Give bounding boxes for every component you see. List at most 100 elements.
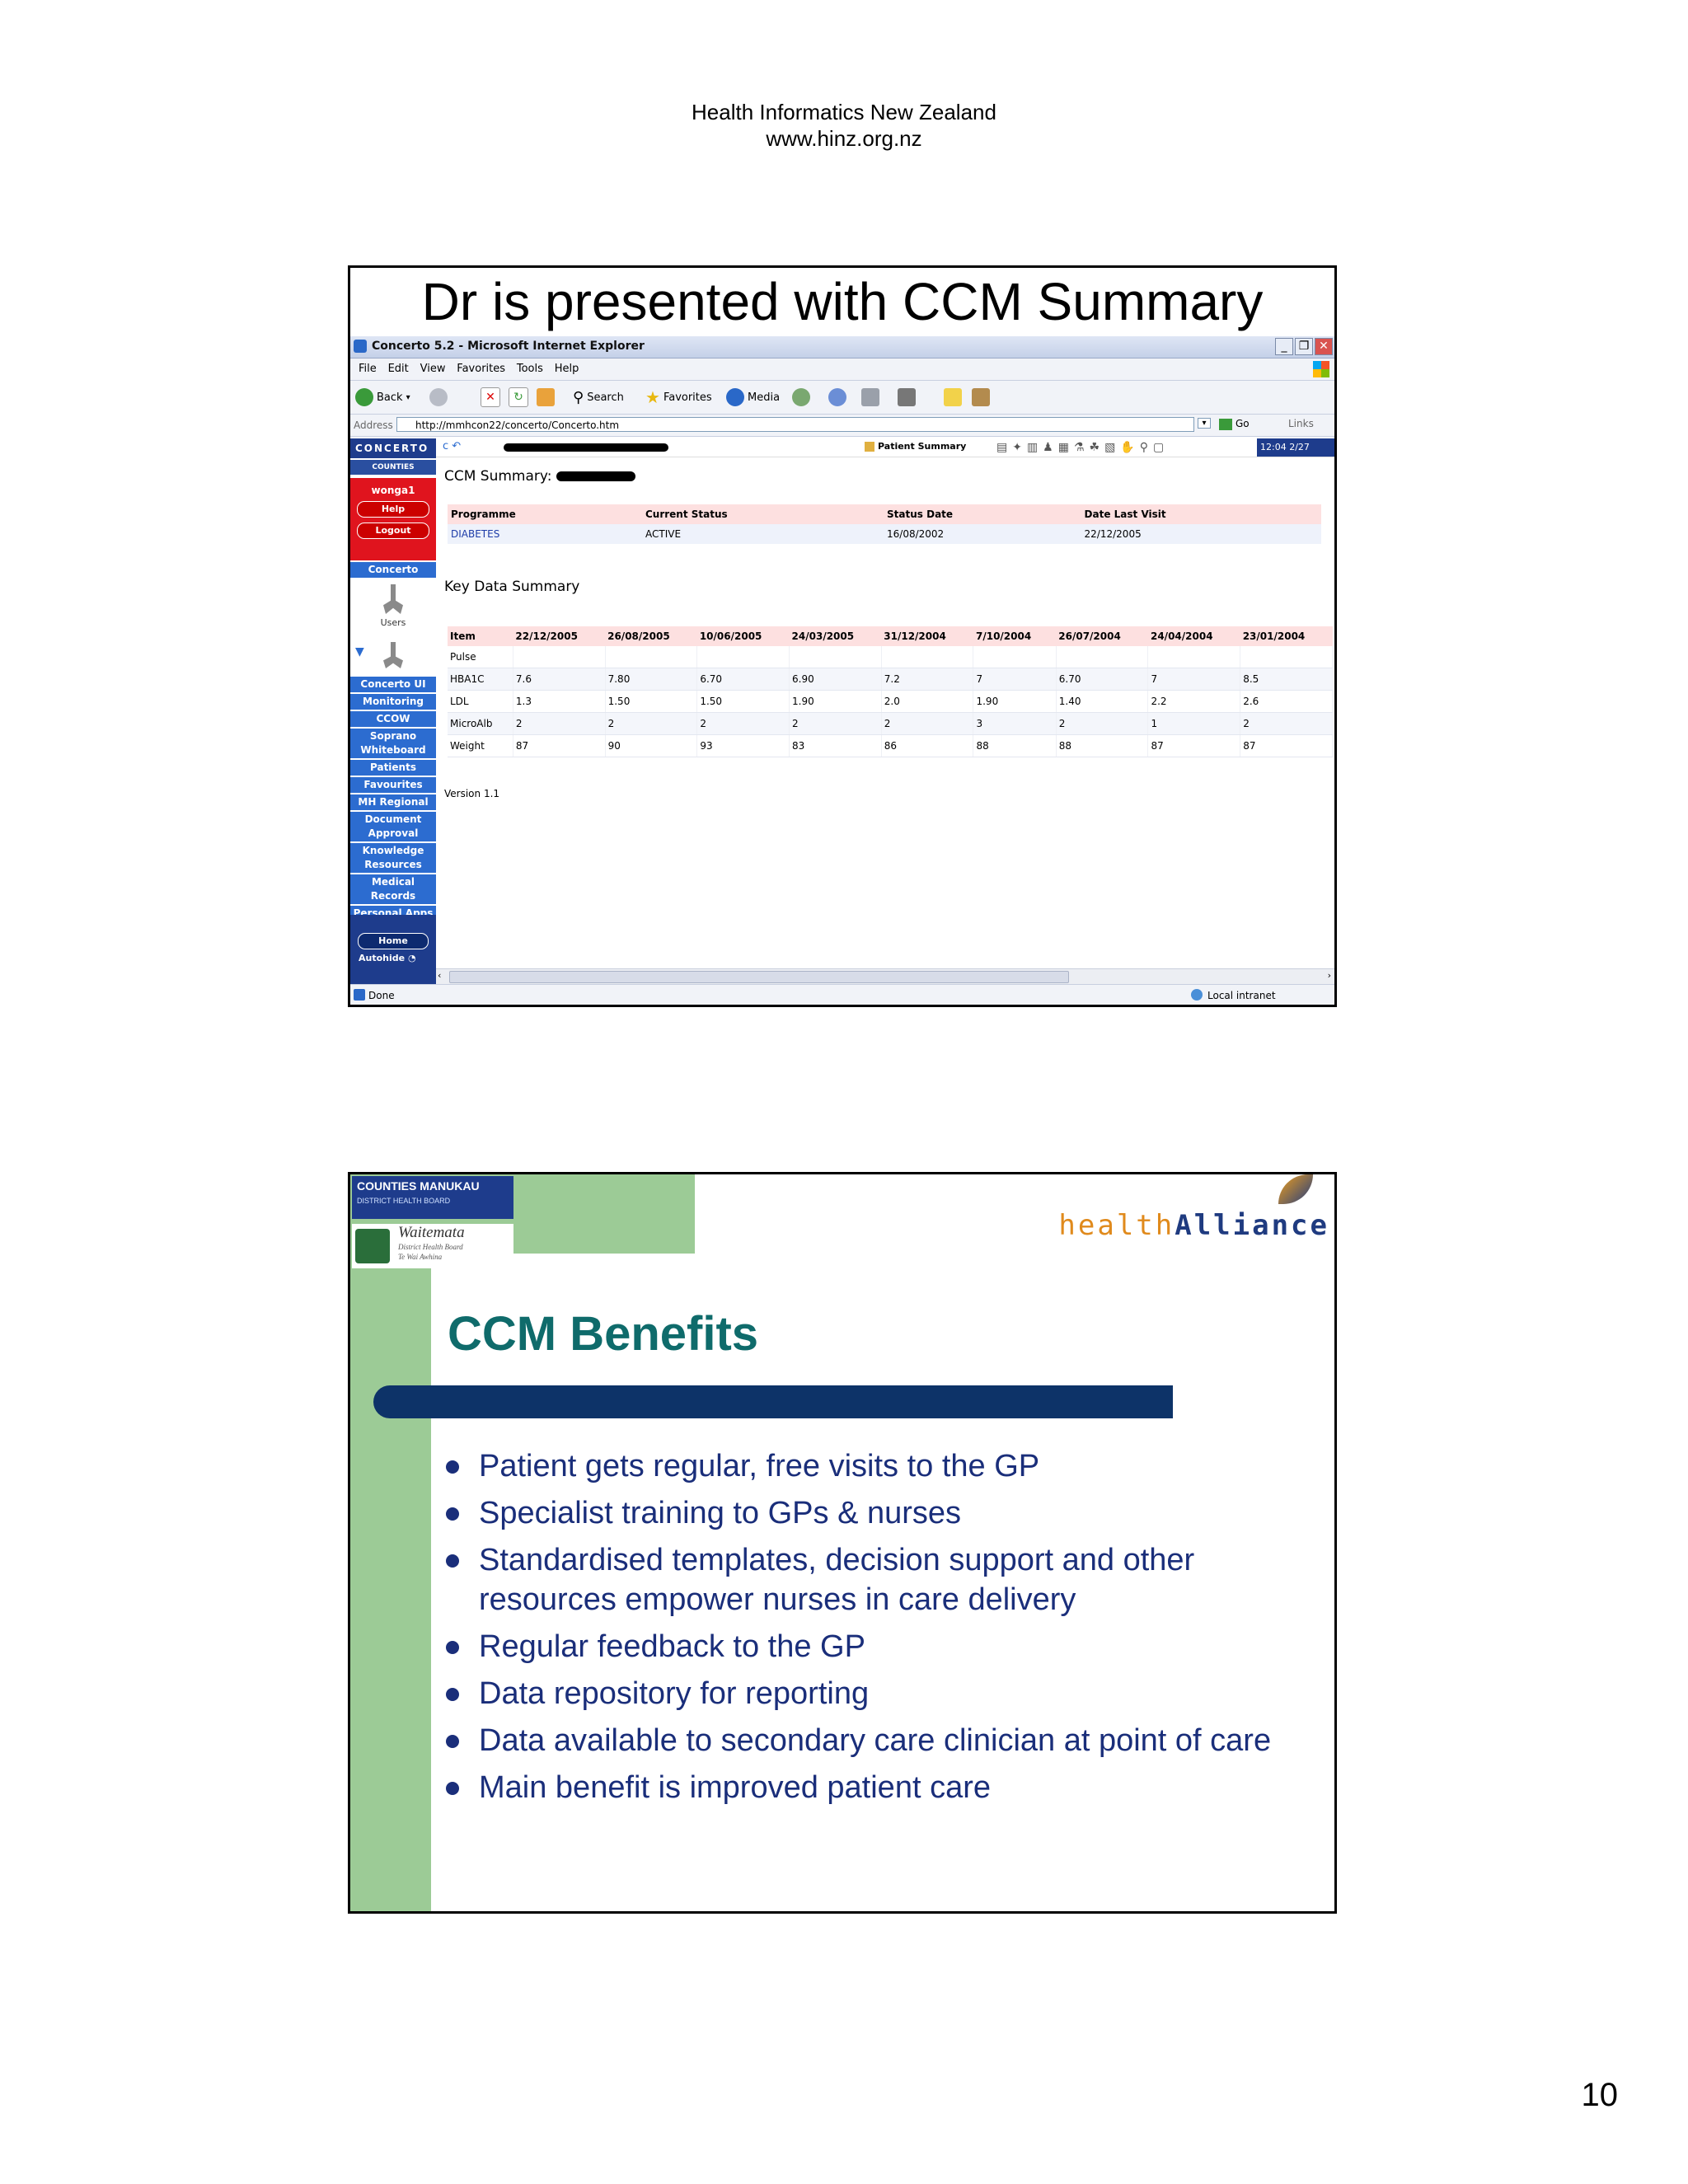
slide-ccm-benefits: COUNTIES MANUKAU DISTRICT HEALTH BOARD W… (348, 1172, 1337, 1914)
autohide-toggle[interactable]: Autohide ◔ (359, 953, 436, 963)
second-tool[interactable]: ▼ (350, 642, 436, 675)
print-button[interactable] (861, 387, 879, 407)
browser-toolbar: Back ▾ ✕ ↻ ⚲ Search ★ Favorites (350, 381, 1334, 415)
row-label: LDL (448, 690, 513, 713)
forward-button[interactable] (429, 387, 448, 407)
users-tool[interactable]: Users (350, 584, 436, 642)
stop-icon: ✕ (481, 387, 500, 407)
favorites-label: Favorites (663, 391, 712, 404)
table-cell: 1.50 (696, 690, 790, 713)
windows-logo-icon (1313, 361, 1329, 377)
history-button[interactable] (792, 387, 810, 407)
refresh-small-icon[interactable]: c ↶ (443, 440, 462, 452)
media-icon (726, 388, 744, 406)
edit-button[interactable] (898, 387, 916, 407)
menu-bar: File Edit View Favorites Tools Help (350, 359, 1334, 381)
address-input[interactable]: http://mmhcon22/concerto/Concerto.htm (396, 417, 1194, 432)
logout-button[interactable]: Logout (357, 523, 429, 539)
concerto-logo: CONCERTO (350, 438, 436, 458)
address-dropdown-icon[interactable]: ▾ (1198, 418, 1211, 429)
list-item: Regular feedback to the GP (441, 1627, 1298, 1666)
sidebar-item-medical-records[interactable]: Medical Records (350, 874, 436, 904)
sidebar-item-knowledge-resources[interactable]: Knowledge Resources (350, 843, 436, 873)
browser-titlebar: Concerto 5.2 - Microsoft Internet Explor… (350, 336, 1334, 359)
messenger-button[interactable] (972, 387, 990, 407)
wrench-icon (383, 642, 403, 668)
patient-summary-tab[interactable]: Patient Summary (865, 441, 966, 452)
discuss-button[interactable] (944, 387, 962, 407)
table-cell (696, 646, 790, 668)
app-tool-icons[interactable]: ▤✦▥♟▦⚗☘▧✋⚲▢ (996, 441, 1170, 454)
cm-logo-text: COUNTIES MANUKAU (357, 1179, 480, 1193)
menu-edit[interactable]: Edit (387, 363, 409, 375)
menu-tools[interactable]: Tools (516, 363, 543, 375)
minimize-button[interactable]: _ (1275, 338, 1293, 355)
health-alliance-logo: healthAlliance (1058, 1209, 1329, 1242)
search-icon: ⚲ (573, 388, 584, 406)
menu-help[interactable]: Help (554, 363, 579, 375)
users-label: Users (380, 617, 406, 628)
table-cell (973, 646, 1057, 668)
row-label: Pulse (448, 646, 513, 668)
programme-last-visit: 22/12/2005 (1081, 524, 1321, 544)
autohide-label: Autohide (359, 953, 406, 963)
sidebar-item-patients[interactable]: Patients (350, 760, 436, 776)
help-button[interactable]: Help (357, 501, 429, 518)
waitemata-logo: Waitemata District Health Board Te Wai A… (352, 1224, 513, 1268)
table-cell: 7.80 (605, 668, 698, 691)
horizontal-scrollbar[interactable]: ‹ › (436, 968, 1334, 984)
sidebar-item-document-approval[interactable]: Document Approval (350, 812, 436, 841)
sidebar-item-mh-regional[interactable]: MH Regional (350, 794, 436, 810)
scrollbar-thumb[interactable] (449, 971, 1069, 983)
programme-row: DIABETES ACTIVE 16/08/2002 22/12/2005 (448, 524, 1321, 544)
menu-file[interactable]: File (359, 363, 377, 375)
refresh-button[interactable]: ↻ (509, 387, 528, 407)
stop-button[interactable]: ✕ (481, 387, 500, 407)
table-row: HBA1C 7.6 7.80 6.70 6.90 7.2 7 6.70 7 8.5 (448, 668, 1333, 691)
list-item: Patient gets regular, free visits to the… (441, 1446, 1298, 1486)
col-current-status: Current Status (641, 504, 884, 524)
scroll-right-icon[interactable]: › (1327, 970, 1331, 981)
window-controls: _ ❐ ✕ (1275, 338, 1333, 355)
mail-button[interactable] (828, 387, 846, 407)
back-button[interactable]: Back ▾ (355, 387, 410, 407)
sidebar-item-monitoring[interactable]: Monitoring (350, 694, 436, 710)
sidebar-item-soprano-whiteboard[interactable]: Soprano Whiteboard (350, 729, 436, 758)
sidebar-item-ccow[interactable]: CCOW (350, 711, 436, 727)
media-button[interactable]: Media (726, 387, 780, 407)
table-cell: 1.3 (513, 690, 606, 713)
sidebar-item-favourites[interactable]: Favourites (350, 777, 436, 793)
version-label: Version 1.1 (444, 788, 500, 799)
close-app-icon[interactable]: ✕ (1334, 438, 1337, 457)
maximize-button[interactable]: ❐ (1295, 338, 1313, 355)
close-button[interactable]: ✕ (1315, 338, 1333, 355)
home-button[interactable]: Home (358, 933, 429, 949)
links-button[interactable]: Links (1288, 418, 1314, 429)
app-topbar: c ↶ Patient Summary ▤✦▥♟▦⚗☘▧✋⚲▢ 12:04 2/… (436, 438, 1334, 457)
note-icon (944, 388, 962, 406)
key-data-col-header: 24/03/2005 (789, 626, 882, 646)
menu-view[interactable]: View (420, 363, 446, 375)
back-arrow-icon (355, 388, 373, 406)
title-underline-bar (373, 1385, 1173, 1418)
status-bar: Done Local intranet (350, 984, 1334, 1005)
table-cell: 2 (881, 712, 974, 735)
clock: 12:04 2/27 ✕ (1257, 438, 1334, 457)
address-label: Address (354, 419, 393, 431)
go-button[interactable]: Go (1219, 418, 1250, 430)
table-cell: 86 (881, 734, 974, 757)
table-cell: 1.40 (1056, 690, 1149, 713)
key-data-col-header: 7/10/2004 (973, 626, 1057, 646)
menu-favorites[interactable]: Favorites (457, 363, 506, 375)
programme-link[interactable]: DIABETES (448, 524, 642, 544)
sidebar-item-concerto-ui[interactable]: Concerto UI (350, 677, 436, 692)
table-cell: 1.50 (605, 690, 698, 713)
table-cell (789, 646, 882, 668)
col-date-last-visit: Date Last Visit (1081, 504, 1321, 524)
search-button[interactable]: ⚲ Search (573, 387, 624, 407)
sidebar-item-concerto[interactable]: Concerto (350, 562, 436, 578)
scroll-left-icon[interactable]: ‹ (438, 970, 442, 981)
home-panel: Home Autohide ◔ (350, 915, 436, 984)
favorites-button[interactable]: ★ Favorites (645, 387, 712, 407)
home-nav-button[interactable] (537, 387, 555, 407)
